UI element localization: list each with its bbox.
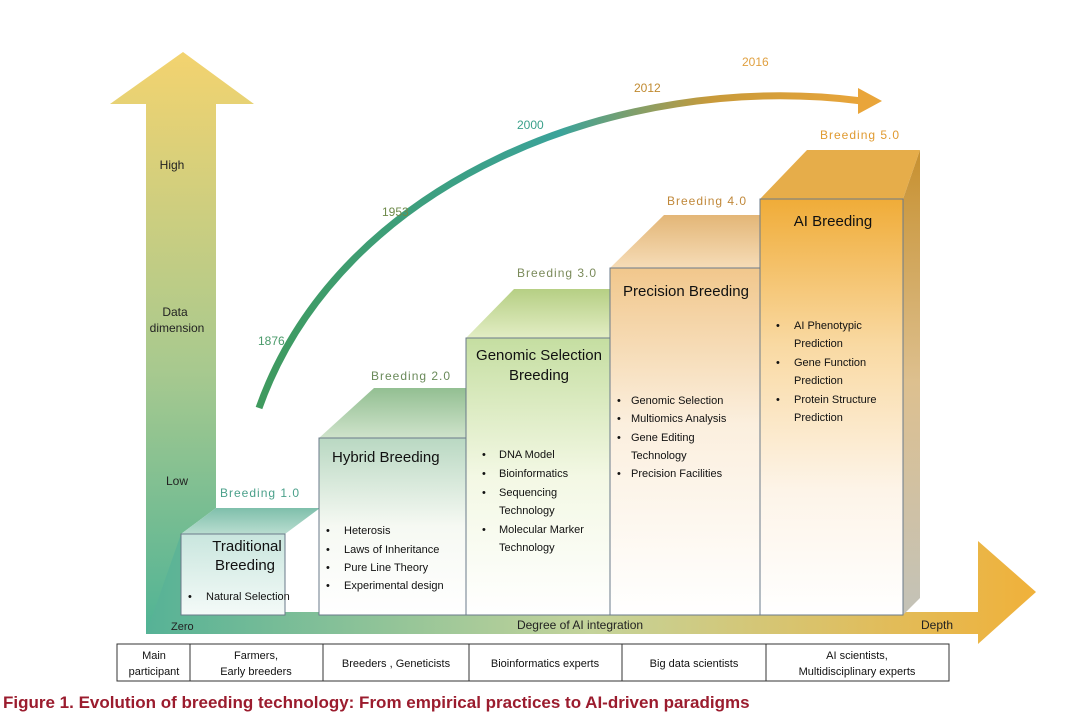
stage-label: Breeding 4.0 xyxy=(667,194,747,208)
table-cell: Bioinformatics experts xyxy=(491,658,600,670)
stage-item: Precision Facilities xyxy=(631,468,723,480)
stage-label: Breeding 2.0 xyxy=(371,369,451,383)
table-cell: Early breeders xyxy=(220,666,292,678)
bullet: • xyxy=(482,449,486,461)
ai-integration-axis-arrow xyxy=(146,534,1036,644)
stage-label: Breeding 1.0 xyxy=(220,486,300,500)
stage-title: Breeding xyxy=(215,557,275,574)
bullet: • xyxy=(326,525,330,537)
bullet: • xyxy=(326,580,330,592)
stage-item: Prediction xyxy=(794,375,843,387)
year-label: 1953 xyxy=(382,205,409,219)
year-label: 2012 xyxy=(634,81,661,95)
year-label: 2016 xyxy=(742,55,769,69)
table-header-cell: Main xyxy=(142,650,166,662)
figure-caption: Figure 1. Evolution of breeding technolo… xyxy=(3,693,750,712)
year-label: 2000 xyxy=(517,118,544,132)
stage-item: Genomic Selection xyxy=(631,395,723,407)
table-cell: Farmers, xyxy=(234,650,278,662)
bullet: • xyxy=(617,432,621,444)
bullet: • xyxy=(617,468,621,480)
bullet: • xyxy=(617,395,621,407)
participant-table xyxy=(116,643,950,682)
stage-item: Prediction xyxy=(794,412,843,424)
stage-title: Breeding xyxy=(509,367,569,384)
bullet: • xyxy=(326,562,330,574)
stage-item: Protein Structure xyxy=(794,394,877,406)
stage-title: Traditional xyxy=(212,538,281,555)
table-header-cell: participant xyxy=(129,666,180,678)
y-axis-low-label: Low xyxy=(166,474,188,488)
stage-title: Genomic Selection xyxy=(476,347,602,364)
bullet: • xyxy=(482,524,486,536)
stage-item: Natural Selection xyxy=(206,591,290,603)
bullet: • xyxy=(776,357,780,369)
data-dimension-axis-arrow xyxy=(110,52,254,634)
stage-label: Breeding 5.0 xyxy=(820,128,900,142)
stage-item: Gene Function xyxy=(794,357,866,369)
table-cell: AI scientists, xyxy=(826,650,888,662)
bullet: • xyxy=(776,320,780,332)
stage-item: Prediction xyxy=(794,338,843,350)
bullet: • xyxy=(617,413,621,425)
stage-item: Multiomics Analysis xyxy=(631,413,727,425)
y-axis-high-label: High xyxy=(160,158,185,172)
stage-item: Bioinformatics xyxy=(499,468,569,480)
stage-item: Laws of Inheritance xyxy=(344,544,439,556)
timeline-arrowhead xyxy=(858,88,882,114)
bullet: • xyxy=(188,591,192,603)
stage-4-block xyxy=(609,215,770,616)
stage-5-block xyxy=(759,150,920,616)
stage-item: Sequencing xyxy=(499,487,557,499)
stage-label: Breeding 3.0 xyxy=(517,266,597,280)
stage-3-block xyxy=(465,289,620,616)
x-axis-depth-label: Depth xyxy=(921,618,953,632)
stage-item: Technology xyxy=(499,542,555,554)
stage-item: Technology xyxy=(631,450,687,462)
stage-1-block xyxy=(180,508,320,616)
stage-title: Precision Breeding xyxy=(623,283,749,300)
stage-item: DNA Model xyxy=(499,449,555,461)
y-axis-title-line: dimension xyxy=(150,321,205,335)
table-cell: Multidisciplinary experts xyxy=(799,666,916,678)
stage-item: Experimental design xyxy=(344,580,444,592)
stage-item: Gene Editing xyxy=(631,432,695,444)
bullet: • xyxy=(482,487,486,499)
y-axis-title-line: Data xyxy=(162,305,188,319)
stage-title: Hybrid Breeding xyxy=(332,449,440,466)
year-label: 1876 xyxy=(258,334,285,348)
table-cell: Breeders , Geneticists xyxy=(342,658,451,670)
stage-item: Heterosis xyxy=(344,525,391,537)
x-axis-title: Degree of AI integration xyxy=(517,618,643,632)
stage-item: Technology xyxy=(499,505,555,517)
bullet: • xyxy=(776,394,780,406)
x-axis-zero-label: Zero xyxy=(171,621,194,633)
stage-item: AI Phenotypic xyxy=(794,320,862,332)
bullet: • xyxy=(326,544,330,556)
stage-item: Pure Line Theory xyxy=(344,562,429,574)
table-cell: Big data scientists xyxy=(650,658,739,670)
bullet: • xyxy=(482,468,486,480)
stage-title: AI Breeding xyxy=(794,213,872,230)
stage-item: Molecular Marker xyxy=(499,524,584,536)
timeline-arc xyxy=(255,92,863,410)
